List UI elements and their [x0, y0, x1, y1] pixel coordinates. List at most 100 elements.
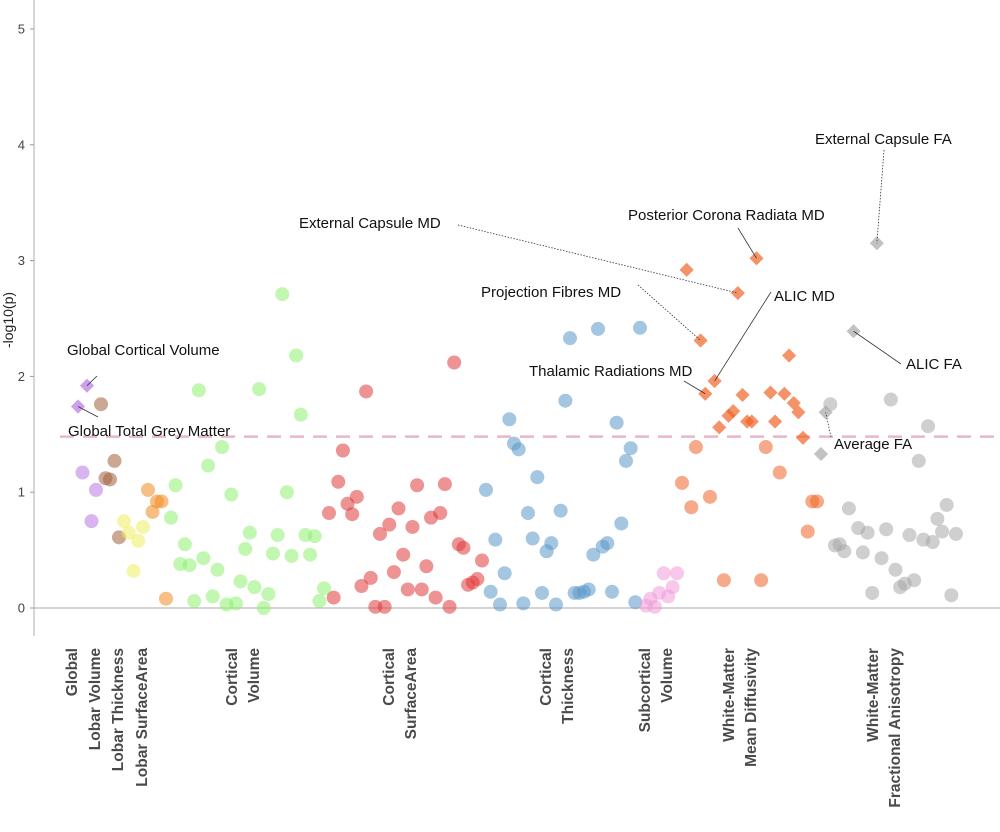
- data-point: [530, 470, 545, 485]
- data-point: [414, 582, 429, 597]
- data-point: [483, 584, 498, 599]
- data-point: [247, 580, 262, 595]
- data-point: [233, 574, 248, 589]
- data-point: [935, 524, 950, 539]
- data-point: [475, 553, 489, 568]
- data-point: [688, 440, 703, 455]
- data-point: [470, 572, 485, 587]
- data-point: [670, 566, 684, 581]
- data-point: [497, 566, 512, 581]
- data-point: [75, 465, 90, 480]
- y-tick-label: 0: [18, 601, 25, 616]
- data-point-diamond: [781, 348, 797, 363]
- data-point: [335, 443, 350, 458]
- category-label: Cortical: [538, 648, 555, 706]
- data-point: [447, 355, 462, 370]
- data-point: [89, 482, 103, 497]
- data-point: [177, 537, 192, 552]
- data-point: [921, 419, 936, 434]
- data-point: [605, 584, 619, 599]
- annotation-leader-line: [637, 284, 701, 341]
- data-point: [860, 525, 875, 540]
- data-point: [359, 384, 374, 399]
- data-point: [949, 526, 963, 541]
- annotation-leader-line: [714, 291, 772, 382]
- annotation-label: Posterior Corona Radiata MD: [628, 207, 825, 224]
- data-point: [772, 465, 787, 480]
- data-point: [215, 440, 229, 455]
- annotation-leader-line: [825, 412, 832, 438]
- annotation-label: Global Total Grey Matter: [68, 423, 230, 440]
- data-point: [326, 590, 341, 605]
- data-point: [289, 348, 304, 363]
- data-point: [322, 506, 336, 521]
- data-point: [716, 573, 731, 588]
- category-labels: Global Lobar Volume Lobar Thickness Lobar S…: [64, 648, 904, 808]
- data-point: [373, 526, 387, 541]
- data-point: [944, 588, 959, 603]
- data-point: [865, 585, 880, 600]
- category-label: White-Matter: [721, 648, 738, 742]
- annotation-leader-line: [876, 149, 885, 244]
- annotation-leader-line: [737, 227, 757, 259]
- data-point: [345, 507, 360, 522]
- data-point: [883, 392, 898, 407]
- data-point: [619, 453, 633, 468]
- data-point: [224, 487, 239, 502]
- data-point: [349, 489, 364, 504]
- data-point: [164, 510, 178, 525]
- data-point: [888, 562, 903, 577]
- data-point: [437, 477, 452, 492]
- y-tick-label: 4: [18, 137, 25, 152]
- data-point: [544, 536, 559, 551]
- annotation-label: Thalamic Radiations MD: [529, 363, 693, 380]
- data-point: [433, 506, 448, 521]
- annotation-label: Projection Fibres MD: [481, 284, 621, 301]
- data-point: [493, 597, 507, 612]
- category-label: Volume: [246, 648, 263, 703]
- y-tick-label: 5: [18, 22, 25, 37]
- category-label: Lobar Volume: [87, 648, 104, 751]
- annotation-label: Average FA: [834, 436, 912, 453]
- category-label: Thickness: [560, 648, 577, 724]
- category-label: Mean Diffusivity: [743, 648, 760, 767]
- data-point: [535, 585, 549, 600]
- data-point: [609, 415, 624, 430]
- category-label: Global: [64, 648, 81, 696]
- data-point: [126, 563, 141, 578]
- data-point: [675, 475, 689, 490]
- annotation-label: ALIC MD: [774, 288, 835, 305]
- data-point: [623, 441, 638, 456]
- data-point: [800, 524, 815, 539]
- data-point: [94, 397, 108, 412]
- data-point: [874, 551, 889, 566]
- category-label: Lobar SurfaceArea: [134, 648, 151, 787]
- data-point-diamond: [712, 420, 727, 435]
- data-point: [279, 485, 294, 500]
- annotation-label: External Capsule MD: [299, 215, 441, 232]
- data-point: [419, 559, 434, 574]
- data-point: [410, 478, 425, 493]
- category-label: SurfaceArea: [403, 648, 420, 740]
- data-point: [930, 511, 945, 526]
- points: [70, 236, 963, 615]
- data-point: [591, 321, 605, 336]
- data-point: [103, 472, 117, 487]
- data-point: [628, 595, 643, 610]
- data-point: [479, 482, 493, 497]
- data-point: [154, 494, 169, 509]
- data-point: [238, 541, 253, 556]
- data-point: [228, 596, 243, 611]
- data-point: [823, 397, 838, 412]
- data-point: [442, 599, 457, 614]
- y-tick-label: 3: [18, 253, 25, 268]
- data-point: [331, 474, 346, 489]
- data-point-diamond: [735, 387, 750, 402]
- data-point-diamond: [813, 446, 829, 462]
- data-point: [242, 525, 257, 540]
- data-point: [511, 442, 526, 457]
- y-tick-label: 2: [18, 369, 25, 384]
- data-point: [614, 516, 629, 531]
- y-tick-label: 1: [18, 485, 25, 500]
- data-point-diamond: [763, 385, 778, 400]
